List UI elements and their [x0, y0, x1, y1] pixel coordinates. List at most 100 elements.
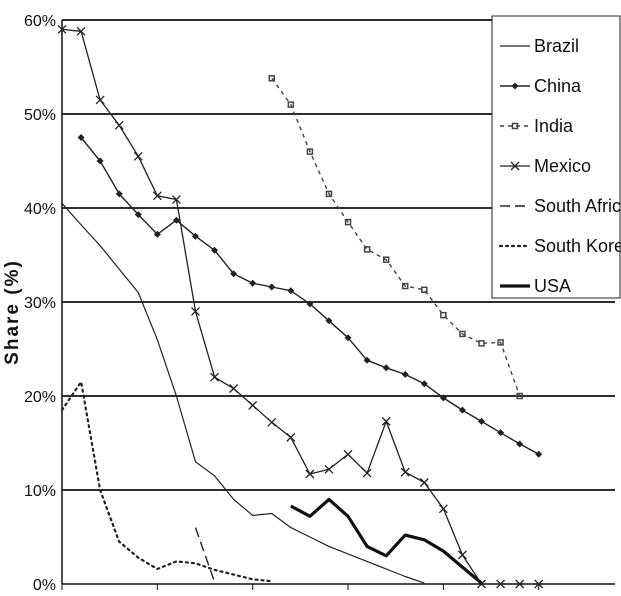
data-point [419, 478, 429, 487]
series-line [60, 380, 273, 583]
data-point [324, 464, 334, 474]
series-china [77, 134, 543, 458]
data-point [534, 579, 544, 589]
data-point [306, 148, 314, 155]
data-point [172, 216, 180, 224]
data-point [153, 230, 161, 238]
y-axis-label: Share (%) [2, 259, 23, 365]
y-tick-label: 10% [24, 483, 56, 500]
legend-label: South Korea [534, 236, 621, 256]
data-point [510, 161, 520, 171]
data-point [344, 334, 352, 342]
data-point [381, 416, 391, 426]
data-point [191, 306, 200, 316]
data-point [457, 550, 467, 560]
data-point [229, 384, 239, 393]
series-line [271, 77, 521, 397]
legend-item: South Africa [500, 196, 621, 216]
data-point [268, 75, 276, 82]
data-point [114, 120, 124, 130]
legend-item: USA [500, 276, 571, 296]
data-point [511, 122, 519, 130]
y-tick-label: 30% [24, 295, 56, 312]
data-point [152, 191, 162, 201]
data-point [478, 417, 486, 425]
series-line [80, 137, 540, 455]
data-point [421, 286, 428, 294]
data-point [248, 400, 258, 410]
legend-label: South Africa [534, 196, 621, 216]
data-point [458, 406, 466, 414]
data-point [516, 440, 524, 448]
legend-item: Brazil [500, 36, 579, 56]
data-point [382, 256, 390, 263]
data-point [343, 449, 353, 459]
data-point [77, 134, 85, 141]
data-point [511, 82, 519, 90]
data-point [496, 579, 506, 589]
y-tick-label: 20% [24, 389, 56, 406]
legend-label: Brazil [534, 36, 579, 56]
data-point [515, 579, 525, 589]
series-mexico [57, 24, 544, 589]
data-point [306, 300, 314, 308]
data-point [438, 504, 448, 514]
series-usa [290, 497, 483, 585]
data-point [325, 190, 333, 198]
series-south-africa [194, 527, 216, 583]
data-point [362, 468, 372, 478]
legend-item: India [500, 116, 574, 136]
legend-item: Mexico [500, 156, 591, 176]
data-point [134, 211, 142, 219]
data-point [287, 287, 295, 295]
y-tick-label: 50% [24, 107, 56, 124]
data-point [478, 340, 485, 347]
y-tick-label: 40% [24, 201, 56, 218]
data-point [516, 392, 523, 400]
series-lines [57, 24, 544, 589]
data-point [497, 429, 505, 437]
series-line [61, 202, 425, 584]
data-point [133, 151, 143, 161]
data-point [440, 311, 447, 319]
data-point [401, 370, 409, 378]
data-point [305, 469, 315, 479]
data-point [171, 195, 181, 204]
data-point [325, 317, 333, 325]
data-point [287, 101, 295, 108]
data-point [95, 95, 105, 105]
data-point [420, 380, 428, 388]
data-point [286, 432, 296, 442]
data-point [344, 218, 352, 226]
series-line [61, 28, 539, 585]
legend-label: USA [534, 276, 571, 296]
data-point [211, 246, 219, 254]
data-point [439, 394, 447, 402]
data-point [459, 330, 466, 338]
data-point [400, 467, 410, 477]
legend-label: Mexico [534, 156, 591, 176]
legend: Brazil China India Mexico South Africa South … [491, 15, 621, 299]
data-point [401, 282, 409, 290]
data-point [96, 157, 104, 165]
legend-item: China [500, 76, 582, 96]
data-point [497, 339, 504, 346]
data-point [363, 356, 371, 364]
data-point [230, 270, 238, 278]
series-south-korea [60, 380, 273, 583]
legend-label: India [534, 116, 574, 136]
legend-box [491, 15, 621, 299]
data-point [535, 450, 543, 458]
data-point [115, 190, 123, 198]
data-point [363, 246, 371, 253]
legend-item: South Korea [498, 236, 621, 256]
data-point [210, 372, 220, 382]
data-point [57, 24, 67, 34]
series-line [194, 527, 216, 583]
series-brazil [61, 202, 425, 584]
y-tick-label: 60% [24, 13, 56, 30]
y-tick-label: 0% [33, 577, 56, 594]
data-point [382, 364, 390, 372]
y-axis-ticks: 0% 10% 20% 30% 40% 50% 60% [24, 13, 56, 594]
